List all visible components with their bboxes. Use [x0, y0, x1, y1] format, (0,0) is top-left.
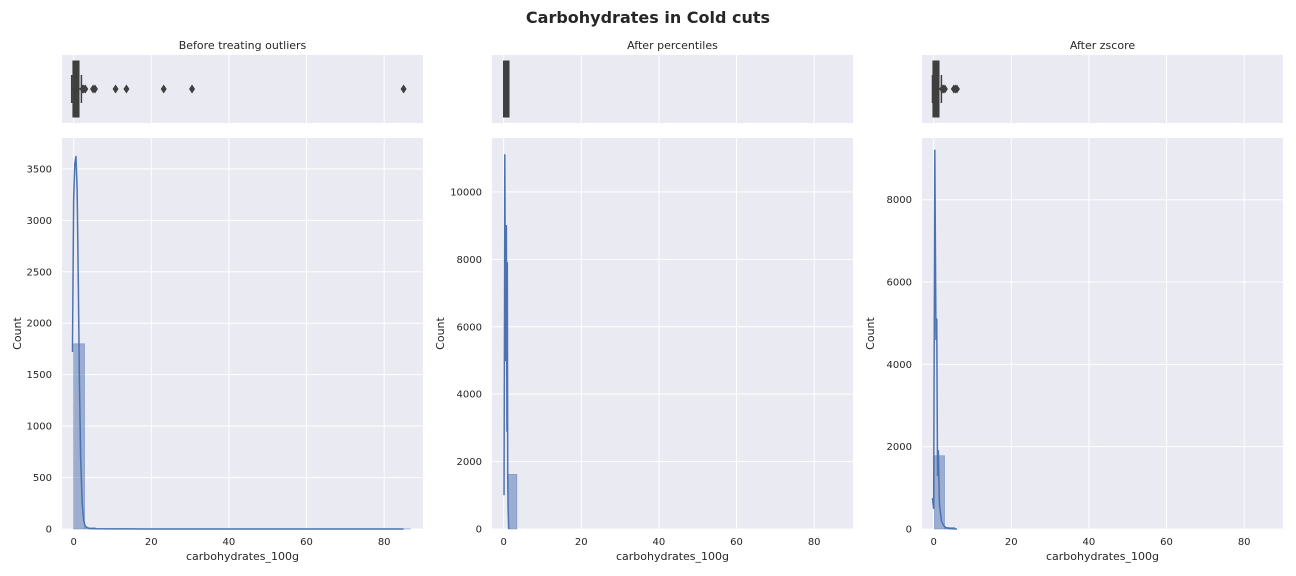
panel-3-xtick-label-4: 80 [1238, 537, 1251, 548]
panel-3-xtick-label-2: 40 [1083, 537, 1096, 548]
panel-3-xtick-label-0: 0 [930, 537, 936, 548]
panel-3-boxplot-outlier-5 [953, 84, 960, 94]
panel-1-title: Before treating outliers [179, 39, 307, 52]
panel-2-ytick-label-4: 8000 [457, 255, 482, 266]
panel-2-hist-axes-bg [492, 138, 853, 529]
panel-1-ytick-label-7: 3500 [27, 164, 52, 175]
panel-1-boxplot-outlier-5 [112, 84, 119, 94]
panel-2-ytick-label-3: 6000 [457, 322, 482, 333]
panel-1-boxplot-outlier-2 [82, 84, 89, 94]
panel-1-boxplot-outlier-8 [189, 84, 196, 94]
panel-3-ytick-label-0: 0 [906, 525, 912, 536]
panel-1-kde-line [71, 155, 404, 530]
panel-3-xtick-label-3: 60 [1160, 537, 1173, 548]
panel-2-ytick-label-0: 0 [476, 525, 482, 536]
panel-1-xtick-label-3: 60 [300, 537, 313, 548]
panel-1-xtick-label-0: 0 [70, 537, 76, 548]
panel-2-y-axis-label: Count [434, 316, 447, 349]
panel-2-title: After percentiles [627, 39, 718, 52]
panel-1-ytick-label-3: 1500 [27, 370, 52, 381]
panel-1-ytick-label-2: 1000 [27, 422, 52, 433]
panel-3-xtick-label-1: 20 [1005, 537, 1018, 548]
panel-2-xtick-label-3: 60 [730, 537, 743, 548]
panel-1-xtick-label-1: 20 [145, 537, 158, 548]
panel-2-xtick-label-0: 0 [500, 537, 506, 548]
panel-1-boxplot-outlier-4 [91, 84, 98, 94]
panel-3-x-axis-label: carbohydrates_100g [1046, 550, 1159, 563]
figure-title: Carbohydrates in Cold cuts [525, 8, 771, 27]
panel-1-boxplot-outlier-6 [123, 84, 130, 94]
panel-2-xtick-label-2: 40 [653, 537, 666, 548]
panel-2-boxplot-axes-bg [492, 55, 853, 123]
panel-2-ytick-label-2: 4000 [457, 390, 482, 401]
panel-1-boxplot-axes-bg [62, 55, 423, 123]
panel-3-hist-axes-bg [922, 138, 1283, 529]
panel-3-boxplot-outlier-2 [941, 84, 948, 94]
panel-1-boxplot-outlier-7 [160, 84, 167, 94]
panel-3-kde-line [931, 149, 957, 530]
panel-1-ytick-label-1: 500 [33, 473, 52, 484]
panel-3-boxplot-axes-bg [922, 55, 1283, 123]
panel-2-hist-bar-0 [507, 474, 518, 530]
panel-1-boxplot-outlier-9 [400, 84, 407, 94]
panel-3-ytick-label-2: 4000 [887, 360, 912, 371]
panel-3-ytick-label-4: 8000 [887, 195, 912, 206]
panel-1-ytick-label-6: 3000 [27, 216, 52, 227]
panel-3-title: After zscore [1070, 39, 1135, 52]
panel-1-ytick-label-5: 2500 [27, 267, 52, 278]
panel-2-kde-line [503, 154, 510, 530]
panel-1-x-axis-label: carbohydrates_100g [186, 550, 299, 563]
panel-1-xtick-label-2: 40 [223, 537, 236, 548]
panel-1-ytick-label-0: 0 [46, 525, 52, 536]
panel-2-ytick-label-1: 2000 [457, 457, 482, 468]
panel-1-hist-axes-bg [62, 138, 423, 529]
panel-3-ytick-label-3: 6000 [887, 278, 912, 289]
panel-2-ytick-label-5: 10000 [450, 187, 482, 198]
panel-1-y-axis-label: Count [11, 316, 24, 349]
panel-2-xtick-label-1: 20 [575, 537, 588, 548]
panel-2-xtick-label-4: 80 [808, 537, 821, 548]
panel-1-xtick-label-4: 80 [378, 537, 391, 548]
panel-1-ytick-label-4: 2000 [27, 319, 52, 330]
panel-2-x-axis-label: carbohydrates_100g [616, 550, 729, 563]
panel-3-y-axis-label: Count [864, 316, 877, 349]
panel-3-ytick-label-1: 2000 [887, 442, 912, 453]
